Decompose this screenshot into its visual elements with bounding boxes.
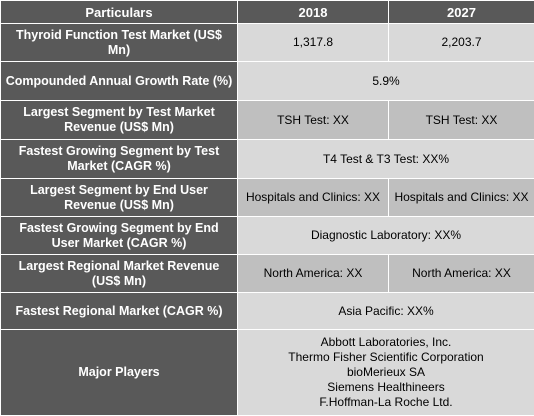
- value-merged: Diagnostic Laboratory: XX%: [238, 217, 534, 255]
- players-row: Major Players Abbott Laboratories, Inc. …: [1, 330, 534, 416]
- value-merged: 5.9%: [238, 62, 534, 101]
- table-row: Thyroid Function Test Market (US$ Mn) 1,…: [1, 24, 534, 62]
- table-row: Largest Segment by Test Market Revenue (…: [1, 101, 534, 140]
- row-label: Largest Segment by End User Revenue (US$…: [1, 179, 238, 217]
- player-item: Siemens Healthineers: [241, 380, 531, 395]
- table-row: Fastest Regional Market (CAGR %) Asia Pa…: [1, 293, 534, 330]
- row-label: Fastest Regional Market (CAGR %): [1, 293, 238, 330]
- player-item: Abbott Laboratories, Inc.: [241, 335, 531, 350]
- table-row: Largest Regional Market Revenue (US$ Mn)…: [1, 255, 534, 293]
- table-row: Compounded Annual Growth Rate (%) 5.9%: [1, 62, 534, 101]
- value-2027: North America: XX: [389, 255, 534, 293]
- value-2027: 2,203.7: [389, 24, 534, 62]
- row-label: Fastest Growing Segment by End User Mark…: [1, 217, 238, 255]
- table-header-row: Particulars 2018 2027: [1, 1, 534, 24]
- value-2018: 1,317.8: [238, 24, 389, 62]
- players-list: Abbott Laboratories, Inc. Thermo Fisher …: [238, 330, 534, 416]
- row-label: Thyroid Function Test Market (US$ Mn): [1, 24, 238, 62]
- row-label: Largest Segment by Test Market Revenue (…: [1, 101, 238, 140]
- row-label: Fastest Growing Segment by Test Market (…: [1, 140, 238, 179]
- player-item: F.Hoffman-La Roche Ltd.: [241, 395, 531, 410]
- header-2027: 2027: [389, 1, 534, 24]
- value-2027: TSH Test: XX: [389, 101, 534, 140]
- header-2018: 2018: [238, 1, 389, 24]
- row-label: Compounded Annual Growth Rate (%): [1, 62, 238, 101]
- value-2018: North America: XX: [238, 255, 389, 293]
- player-item: bioMerieux SA: [241, 365, 531, 380]
- player-item: Thermo Fisher Scientific Corporation: [241, 350, 531, 365]
- value-merged: Asia Pacific: XX%: [238, 293, 534, 330]
- value-2018: TSH Test: XX: [238, 101, 389, 140]
- table-row: Largest Segment by End User Revenue (US$…: [1, 179, 534, 217]
- value-merged: T4 Test & T3 Test: XX%: [238, 140, 534, 179]
- header-particulars: Particulars: [1, 1, 238, 24]
- players-label: Major Players: [1, 330, 238, 416]
- table-row: Fastest Growing Segment by End User Mark…: [1, 217, 534, 255]
- value-2027: Hospitals and Clinics: XX: [389, 179, 534, 217]
- row-label: Largest Regional Market Revenue (US$ Mn): [1, 255, 238, 293]
- value-2018: Hospitals and Clinics: XX: [238, 179, 389, 217]
- table-row: Fastest Growing Segment by Test Market (…: [1, 140, 534, 179]
